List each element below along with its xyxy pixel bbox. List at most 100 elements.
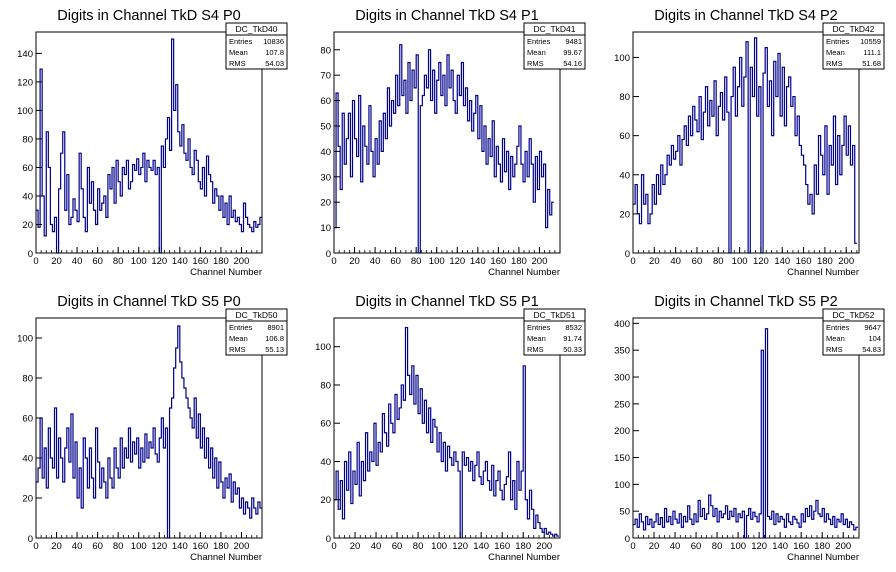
chart-panel-1: Digits in Channel TkD S4 P10 20 40 60 80 100 1… (320, 8, 586, 278)
x-tick-label: 180 (213, 256, 229, 267)
histogram-line (36, 38, 262, 254)
stats-value: 111.1 (863, 48, 881, 57)
y-tick-label: 0 (28, 249, 33, 260)
stats-name: DC_TkD52 (832, 310, 874, 320)
x-tick-label: 160 (796, 256, 812, 267)
stats-value: 9647 (864, 323, 881, 332)
chart-panel-4: Digits in Channel TkD S5 P1 0 20 40 60 80 100 1… (315, 294, 586, 563)
x-tick-label: 40 (670, 541, 681, 552)
x-tick-label: 20 (649, 256, 660, 267)
y-tick-label: 100 (614, 53, 630, 64)
x-tick-label: 120 (449, 256, 465, 267)
x-tick-label: 60 (92, 541, 103, 552)
stats-box (822, 308, 885, 356)
x-tick-label: 0 (331, 256, 336, 267)
stats-label: Entries (527, 323, 551, 332)
chart-title: Digits in Channel TkD S5 P0 (57, 294, 241, 310)
stats-label: Mean (826, 334, 845, 343)
y-tick-label: 20 (320, 495, 331, 506)
stats-value: 107.8 (265, 48, 284, 57)
x-tick-label: 60 (691, 541, 702, 552)
x-tick-label: 160 (494, 541, 510, 552)
x-tick-label: 200 (234, 541, 250, 552)
stats-name: DC_TkD50 (235, 310, 277, 320)
x-tick-label: 120 (151, 256, 167, 267)
stats-box (523, 308, 586, 356)
stats-label: RMS (229, 345, 246, 354)
x-tick-label: 20 (51, 541, 62, 552)
y-tick-label: 50 (320, 121, 331, 132)
stats-name: DC_TkD42 (832, 24, 874, 34)
y-tick-label: 20 (22, 220, 33, 231)
x-tick-label: 40 (670, 256, 681, 267)
stats-label: Mean (826, 48, 845, 57)
x-tick-label: 20 (649, 541, 660, 552)
histogram-line (633, 37, 857, 254)
y-tick-label: 30 (320, 172, 331, 183)
y-tick-label: 60 (320, 419, 331, 430)
stats-label: Mean (229, 334, 248, 343)
y-tick-label: 0 (326, 534, 331, 545)
chart-title: Digits in Channel TkD S4 P1 (355, 8, 539, 24)
x-tick-label: 100 (131, 541, 147, 552)
y-tick-label: 200 (614, 426, 630, 437)
y-tick-label: 80 (22, 134, 33, 145)
stats-value: 99.67 (563, 48, 582, 57)
y-tick-label: 80 (22, 374, 33, 385)
y-tick-label: 300 (614, 373, 630, 384)
chart-title: Digits in Channel TkD S5 P1 (355, 294, 539, 310)
x-tick-label: 200 (838, 256, 854, 267)
stats-box (523, 22, 586, 70)
y-tick-label: 0 (28, 534, 33, 545)
histogram-line (36, 325, 262, 539)
y-tick-label: 60 (619, 131, 630, 142)
x-tick-label: 200 (532, 256, 548, 267)
stats-name: DC_TkD41 (533, 24, 575, 34)
x-axis-label: Channel Number (787, 267, 859, 278)
stats-value: 8901 (267, 323, 284, 332)
x-tick-label: 120 (751, 541, 767, 552)
y-tick-label: 50 (619, 507, 630, 518)
x-axis-label: Channel Number (488, 267, 560, 278)
plot-frame (333, 317, 561, 539)
chart-title: Digits in Channel TkD S5 P2 (654, 294, 838, 310)
y-tick-label: 60 (22, 163, 33, 174)
y-tick-label: 20 (320, 198, 331, 209)
y-tick-label: 20 (619, 209, 630, 220)
stats-label: RMS (527, 345, 544, 354)
stats-value: 9481 (565, 37, 582, 46)
y-tick-label: 40 (619, 170, 630, 181)
stats-label: Entries (229, 323, 253, 332)
stats-name: DC_TkD40 (235, 24, 277, 34)
x-tick-label: 80 (713, 256, 724, 267)
chart-title: Digits in Channel TkD S4 P2 (654, 8, 838, 24)
stats-label: Entries (826, 37, 850, 46)
y-tick-label: 20 (22, 494, 33, 505)
x-tick-label: 0 (630, 541, 635, 552)
x-tick-label: 100 (730, 541, 746, 552)
x-tick-label: 160 (192, 256, 208, 267)
stats-name: DC_TkD51 (533, 310, 575, 320)
x-tick-label: 160 (793, 541, 809, 552)
x-tick-label: 40 (371, 541, 382, 552)
y-tick-label: 40 (320, 147, 331, 158)
x-tick-label: 100 (429, 256, 445, 267)
x-tick-label: 180 (814, 541, 830, 552)
stats-value: 106.8 (265, 334, 284, 343)
x-tick-label: 180 (817, 256, 833, 267)
x-tick-label: 40 (370, 256, 381, 267)
stats-label: Entries (826, 323, 850, 332)
x-tick-label: 20 (349, 256, 360, 267)
x-tick-label: 200 (835, 541, 851, 552)
x-tick-label: 140 (774, 256, 790, 267)
stats-value: 54.83 (862, 345, 881, 354)
x-tick-label: 120 (753, 256, 769, 267)
stats-value: 104 (868, 334, 881, 343)
stats-value: 54.03 (265, 59, 284, 68)
x-tick-label: 180 (515, 541, 531, 552)
x-tick-label: 80 (113, 541, 124, 552)
y-tick-label: 250 (614, 399, 630, 410)
stats-label: Mean (229, 48, 248, 57)
y-tick-label: 40 (22, 454, 33, 465)
